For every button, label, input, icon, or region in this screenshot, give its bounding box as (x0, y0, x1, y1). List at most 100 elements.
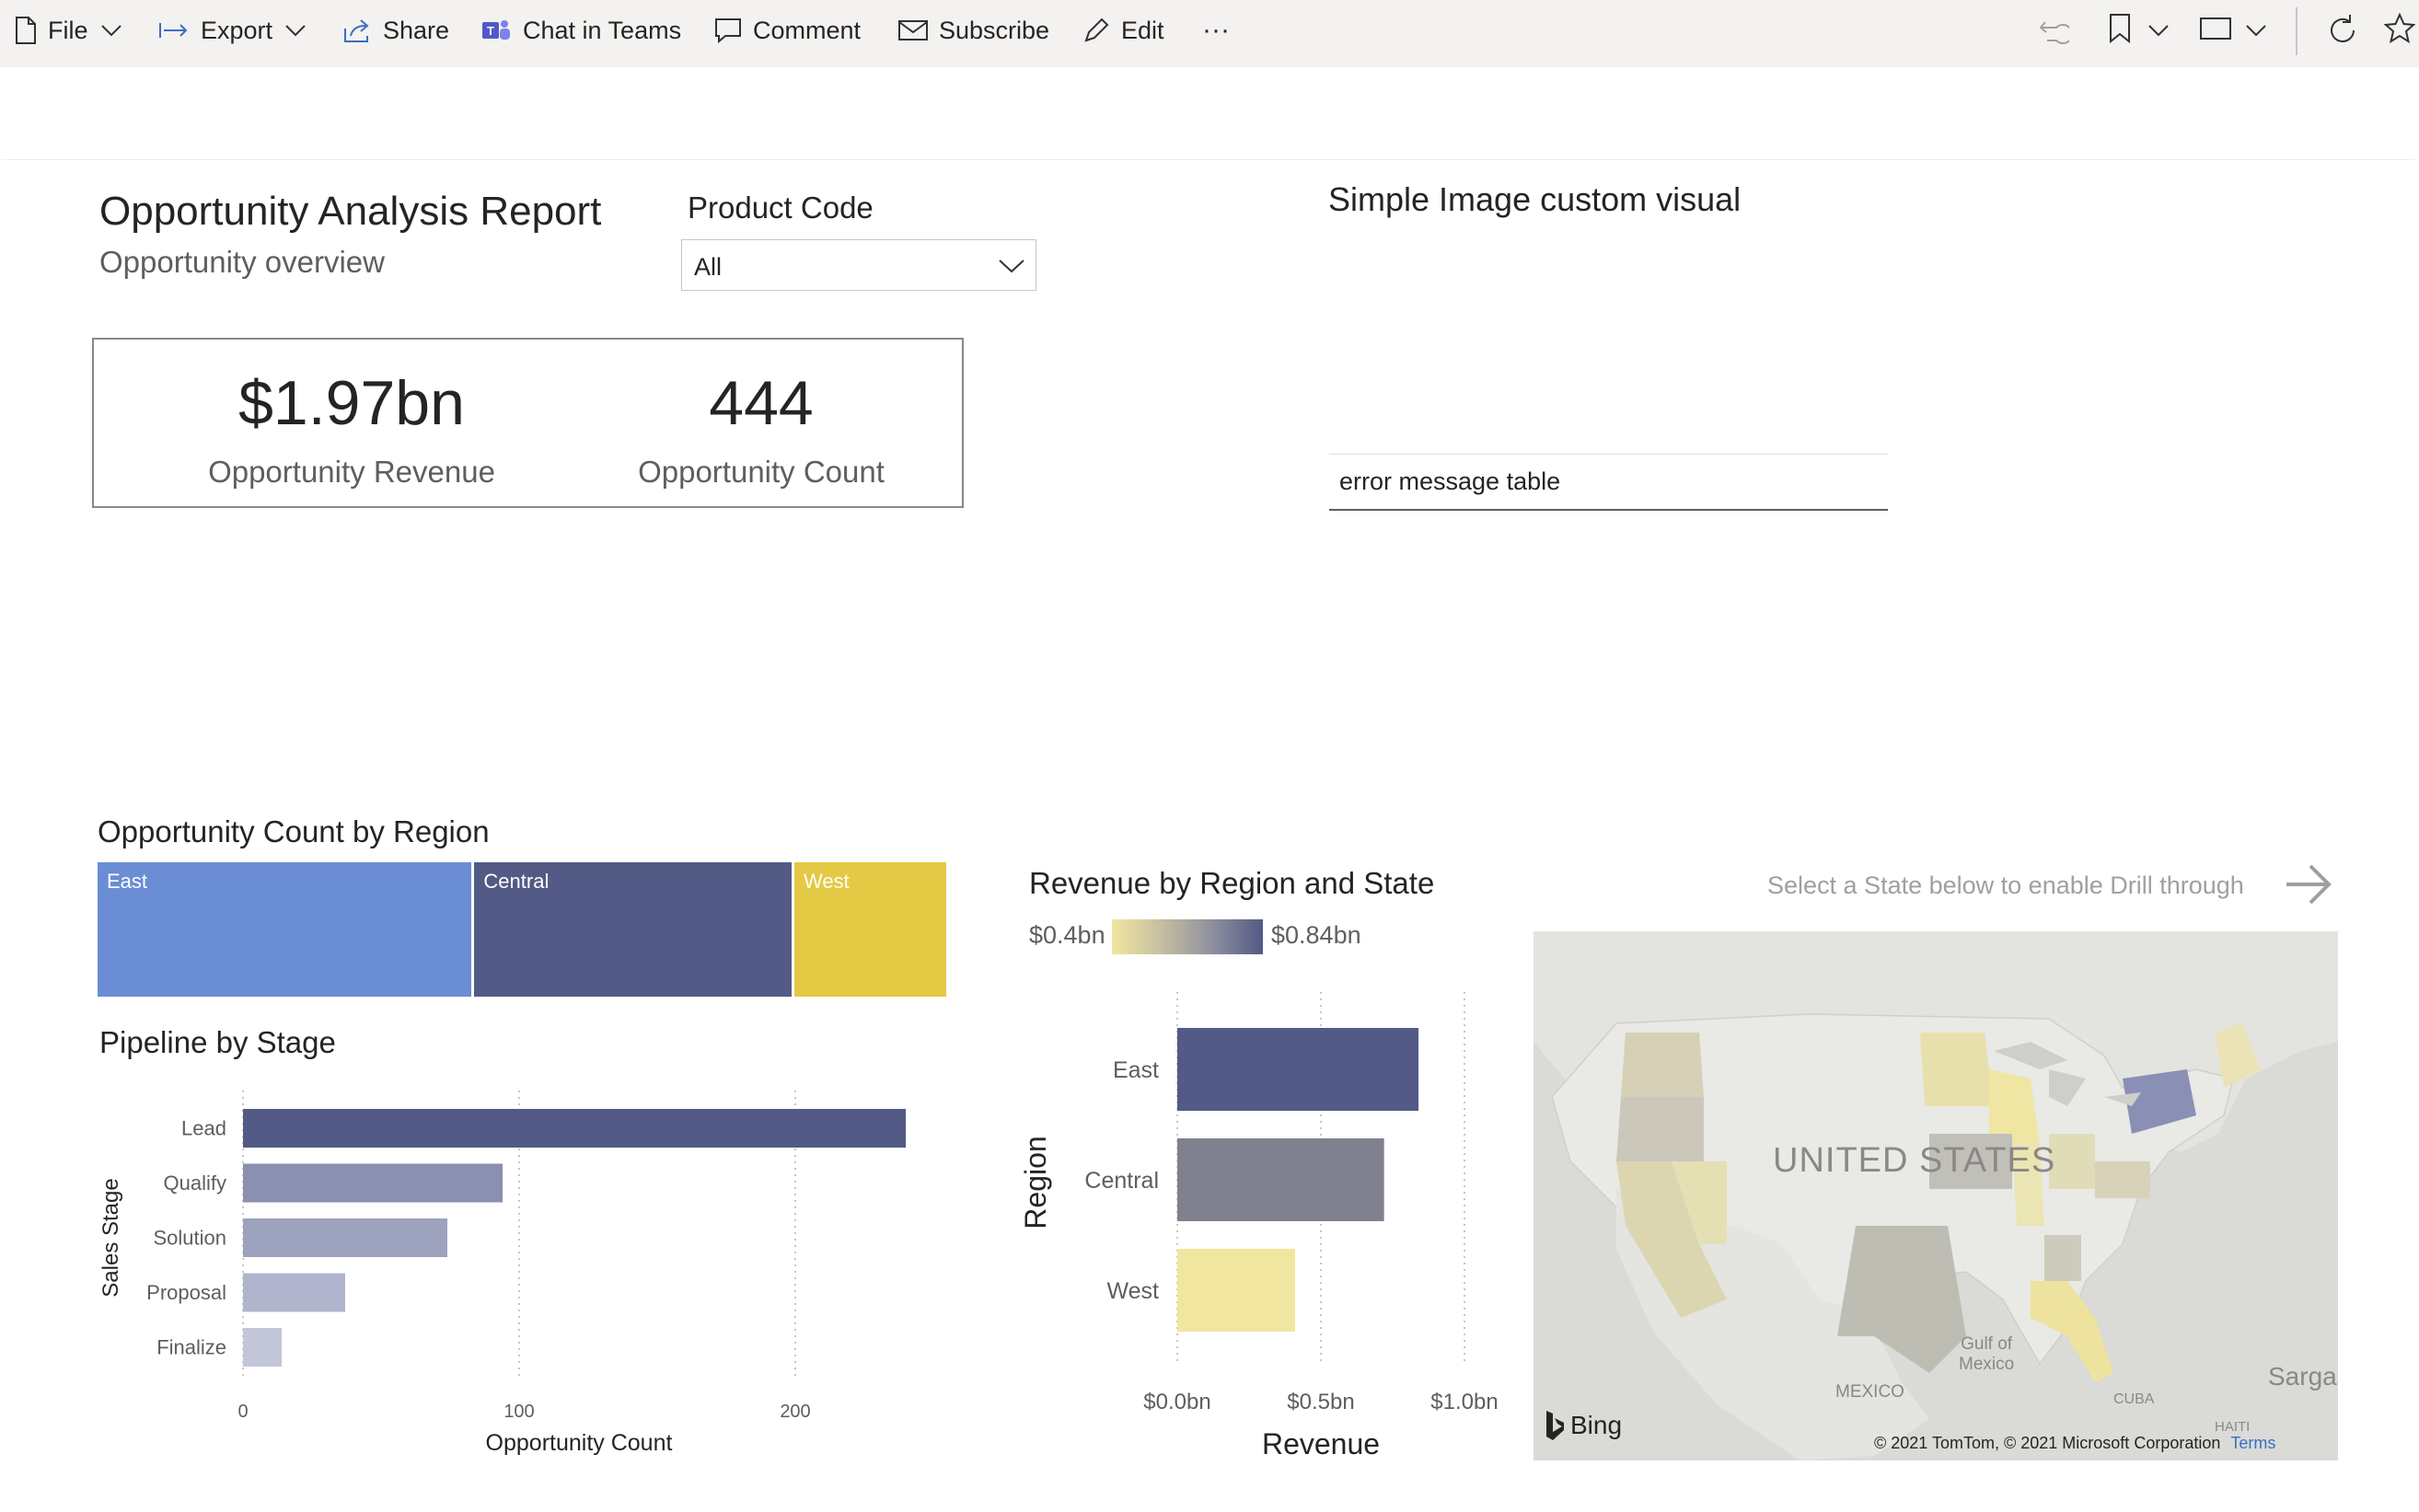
bar-west[interactable] (1177, 1249, 1295, 1332)
state-florida[interactable] (2031, 1281, 2113, 1382)
state-nevada[interactable] (1672, 1161, 1727, 1244)
bar-finalize[interactable] (243, 1328, 282, 1367)
bar-proposal[interactable] (243, 1273, 345, 1312)
export-menu[interactable]: Export (158, 0, 306, 61)
bing-label: Bing (1570, 1411, 1623, 1439)
bar-solution[interactable] (243, 1218, 447, 1257)
slicer-selected-value: All (694, 253, 723, 281)
state-iowa[interactable] (1929, 1134, 2012, 1189)
edit-label: Edit (1121, 16, 1164, 44)
document-icon (16, 17, 36, 44)
treemap-tile-label: East (107, 870, 148, 893)
map-mexico-label: MEXICO (1835, 1382, 1904, 1402)
state-oregon[interactable] (1616, 1097, 1704, 1161)
comment-icon (715, 18, 741, 43)
svg-text:T: T (487, 24, 494, 38)
treemap-tile-central[interactable]: Central (474, 862, 792, 997)
category-label: West (1107, 1278, 1160, 1304)
chevron-down-icon (999, 260, 1024, 273)
comment-button[interactable]: Comment (714, 0, 861, 61)
bing-icon (1546, 1411, 1564, 1440)
bar-lead[interactable] (243, 1109, 906, 1148)
map-gulf-label: Gulf of Mexico (1959, 1334, 2015, 1374)
image-visual-title: Simple Image custom visual (1328, 180, 1742, 218)
state-map[interactable]: UNITED STATES Gulf of Mexico MEXICO CUBA… (1534, 931, 2338, 1460)
product-code-dropdown[interactable]: All (681, 239, 1036, 291)
star-icon[interactable] (2384, 13, 2415, 44)
x-tick-label: $1.0bn (1430, 1390, 1498, 1414)
refresh-icon[interactable] (2325, 13, 2360, 48)
legend-min-label: $0.4bn (1029, 921, 1105, 949)
subscribe-button[interactable]: Subscribe (898, 0, 1049, 61)
state-california[interactable] (1616, 1161, 1727, 1318)
arrow-right-icon[interactable] (2283, 861, 2334, 907)
x-tick-label: $0.0bn (1143, 1390, 1210, 1414)
x-tick-label: 0 (237, 1402, 248, 1422)
undo-icon[interactable] (2038, 13, 2069, 46)
pipeline-by-stage-chart: 0 100 200 Lead Qualify Solution Proposal Finali… (98, 1091, 906, 1456)
mail-icon (898, 20, 928, 40)
legend-max-label: $0.84bn (1271, 921, 1361, 949)
state-georgia[interactable] (2044, 1235, 2081, 1281)
kpi-card: $1.97bn Opportunity Revenue 444 Opportun… (92, 338, 964, 508)
share-icon (344, 19, 369, 42)
great-lakes (1994, 1042, 2141, 1106)
report-title: Opportunity Analysis Report (99, 189, 602, 234)
report-toolbar: File Export Share T Chat in Teams Commen… (0, 0, 2419, 68)
treemap-tile-east[interactable]: East (98, 862, 472, 997)
bing-logo: Bing (1545, 1410, 1622, 1441)
x-axis-title: Revenue (1262, 1427, 1380, 1460)
treemap-tile-label: West (803, 870, 850, 893)
chevron-down-icon (285, 25, 306, 37)
state-maine[interactable] (2215, 1023, 2261, 1088)
more-options-button[interactable]: ··· (1202, 0, 1230, 61)
x-tick-label: $0.5bn (1287, 1390, 1354, 1414)
treemap-tile-west[interactable]: West (793, 862, 946, 997)
state-new-york[interactable] (2123, 1069, 2196, 1134)
header-band (0, 67, 2419, 159)
bar-central[interactable] (1177, 1138, 1384, 1221)
x-axis-title: Opportunity Count (486, 1430, 673, 1456)
category-label: Central (1084, 1168, 1159, 1194)
map-haiti-label: HAITI (2215, 1419, 2251, 1435)
view-icon[interactable] (2200, 17, 2231, 40)
toolbar-divider (2296, 7, 2297, 55)
map-copyright-text: © 2021 TomTom, © 2021 Microsoft Corporat… (1874, 1434, 2221, 1452)
export-arrow-icon (159, 23, 188, 38)
color-scale-legend (1112, 919, 1263, 954)
chevron-down-icon[interactable] (2246, 24, 2266, 37)
chevron-down-icon (100, 25, 122, 37)
map-terms-link[interactable]: Terms (2230, 1434, 2276, 1452)
share-button[interactable]: Share (342, 0, 449, 61)
revenue-by-region-chart: $0.0bn $0.5bn $1.0bn East Central West Revenue… (1019, 992, 1499, 1460)
category-label: Finalize (156, 1336, 226, 1359)
subscribe-label: Subscribe (939, 16, 1050, 44)
pencil-icon (1084, 17, 1109, 42)
state-texas[interactable] (1837, 1226, 1966, 1373)
chevron-down-icon[interactable] (2148, 24, 2169, 37)
more-label: ··· (1202, 15, 1230, 45)
category-label: East (1113, 1057, 1159, 1083)
file-label: File (48, 16, 88, 44)
edit-button[interactable]: Edit (1082, 0, 1164, 61)
bar-qualify[interactable] (243, 1163, 503, 1203)
bar-east[interactable] (1177, 1028, 1419, 1111)
bookmark-icon[interactable] (2108, 13, 2132, 44)
opportunity-count-label: Opportunity Count (638, 455, 885, 489)
state-ohio[interactable] (2049, 1134, 2095, 1189)
share-label: Share (383, 16, 450, 44)
category-label: Solution (153, 1227, 226, 1250)
state-minnesota[interactable] (1920, 1033, 1994, 1106)
treemap-tile-label: Central (483, 870, 550, 893)
state-illinois[interactable] (2012, 1143, 2044, 1226)
map-country-label: UNITED STATES (1773, 1141, 2056, 1180)
chat-in-teams-button[interactable]: T Chat in Teams (480, 0, 681, 61)
state-wisconsin[interactable] (1989, 1069, 2040, 1143)
state-virginia[interactable] (2095, 1161, 2150, 1198)
opportunity-revenue-value: $1.97bn (238, 368, 465, 438)
y-axis-title: Region (1019, 1136, 1052, 1229)
state-washington[interactable] (1621, 1033, 1704, 1097)
chat-label: Chat in Teams (523, 16, 682, 44)
opportunity-count-value: 444 (709, 368, 814, 438)
file-menu[interactable]: File (15, 0, 122, 61)
